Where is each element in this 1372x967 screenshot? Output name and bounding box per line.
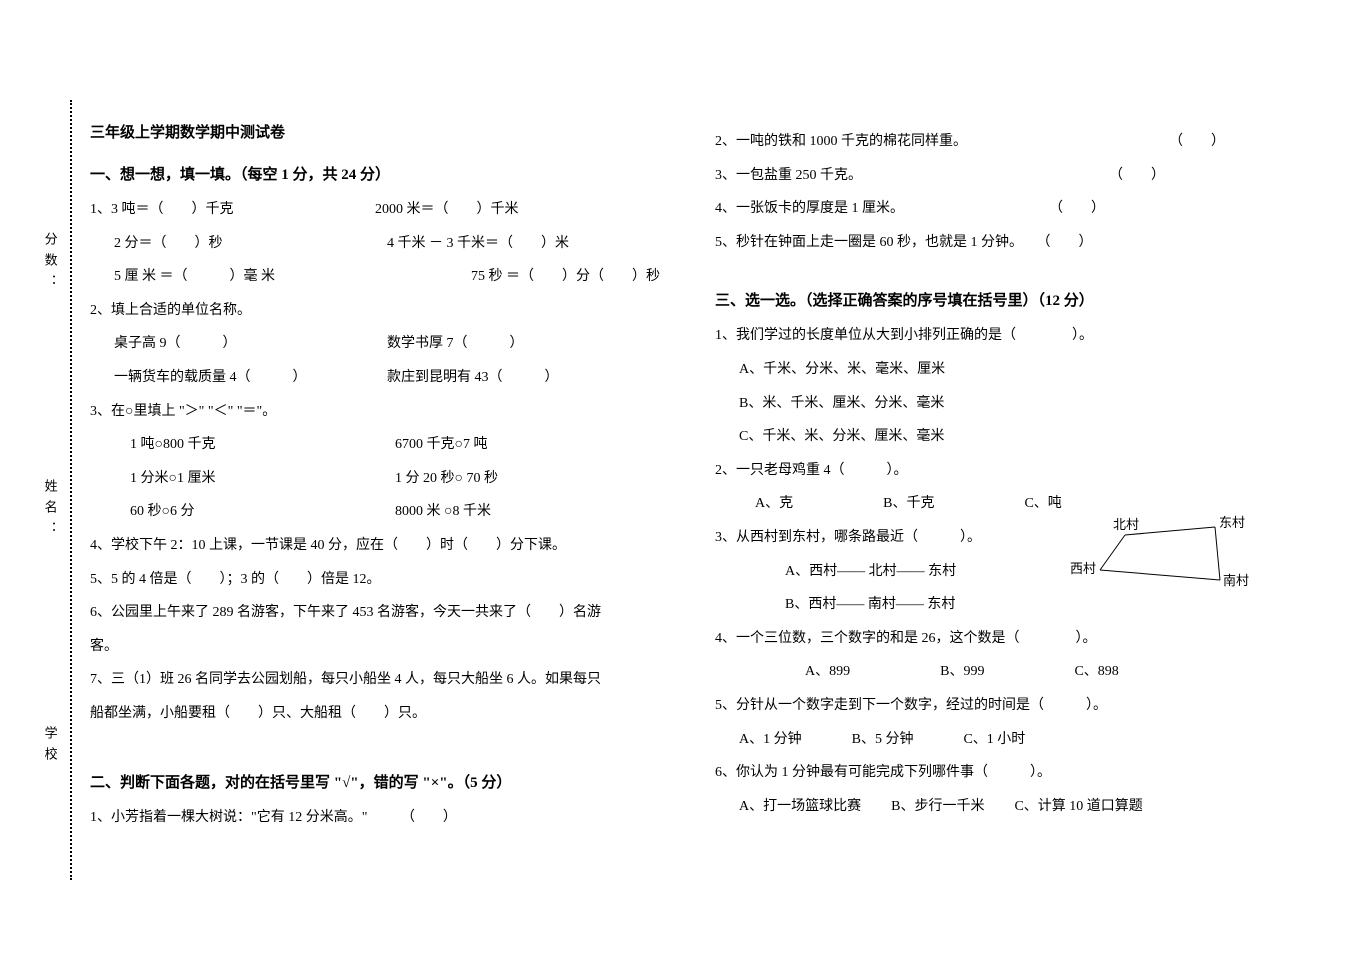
q2d: 款庄到昆明有 43（ ） [387, 361, 660, 395]
name-label: 姓名： [34, 479, 65, 542]
s3q5a: A、1 分钟 [739, 723, 802, 757]
s3q2: 2、一只老母鸡重 4（ ）。 [715, 454, 1245, 488]
s2q5: 5、秒针在钟面上走一圈是 60 秒，也就是 1 分钟。 （ ） [715, 226, 1245, 260]
s3q4c: C、898 [1074, 655, 1118, 689]
s2q2: 2、一吨的铁和 1000 千克的棉花同样重。 （ ） [715, 125, 1245, 159]
s3q4-options: A、899 B、999 C、898 [715, 655, 1245, 689]
q1-row1: 1、3 吨＝（ ）千克 2000 米＝（ ）千米 [90, 193, 660, 227]
map-south: 南村 [1223, 573, 1249, 588]
right-column: 2、一吨的铁和 1000 千克的棉花同样重。 （ ） 3、一包盐重 250 千克… [715, 125, 1245, 823]
school-label: 学校 [34, 726, 65, 768]
section3-heading: 三、选一选。（选择正确答案的序号填在括号里）（12 分） [715, 283, 1245, 319]
q3-row2: 1 分米○1 厘米 1 分 20 秒○ 70 秒 [90, 462, 660, 496]
s2q4-paren: （ ） [1049, 192, 1105, 226]
q1a: 1、3 吨＝（ ）千克 [90, 193, 375, 227]
map-west: 西村 [1070, 561, 1096, 576]
q1-row2: 2 分＝（ ）秒 4 千米 － 3 千米＝（ ）米 [90, 227, 660, 261]
s3q5-options: A、1 分钟 B、5 分钟 C、1 小时 [715, 723, 1245, 757]
q2-row1: 桌子高 9（ ） 数学书厚 7（ ） [90, 327, 660, 361]
s3q4: 4、一个三位数，三个数字的和是 26，这个数是（ ）。 [715, 622, 1245, 656]
q1-row3: 5 厘 米 ＝（ ）毫 米 75 秒 ＝（ ）分（ ）秒 [90, 260, 660, 294]
map-line-w-s [1100, 570, 1220, 580]
s3q3: 3、从西村到东村，哪条路最近（ ）。 [715, 530, 981, 545]
s3q4b: B、999 [940, 655, 984, 689]
q3: 3、在○里填上 "＞" "＜" "＝"。 [90, 395, 660, 429]
map-east: 东村 [1219, 515, 1245, 530]
q2-row2: 一辆货车的载质量 4（ ） 款庄到昆明有 43（ ） [90, 361, 660, 395]
s2q4-text: 4、一张饭卡的厚度是 1 厘米。 [715, 201, 904, 216]
name-text: 姓名： [43, 479, 58, 542]
q3e: 60 秒○6 分 [130, 495, 395, 529]
s2q3-text: 3、一包盐重 250 千克。 [715, 168, 862, 183]
q1c: 2 分＝（ ）秒 [114, 227, 387, 261]
q3b: 6700 千克○7 吨 [395, 428, 660, 462]
s3q1: 1、我们学过的长度单位从大到小排列正确的是（ ）。 [715, 319, 1245, 353]
s3q6: 6、你认为 1 分钟最有可能完成下列哪件事（ ）。 [715, 756, 1245, 790]
q2a: 桌子高 9（ ） [114, 327, 387, 361]
q1e: 5 厘 米 ＝（ ）毫 米 [114, 260, 275, 294]
q2: 2、填上合适的单位名称。 [90, 294, 660, 328]
s3q5: 5、分针从一个数字走到下一个数字，经过的时间是（ ）。 [715, 689, 1245, 723]
q3a: 1 吨○800 千克 [130, 428, 395, 462]
q3-row1: 1 吨○800 千克 6700 千克○7 吨 [90, 428, 660, 462]
s3q6-options: A、打一场篮球比赛 B、步行一千米 C、计算 10 道口算题 [715, 790, 1245, 824]
s2q3: 3、一包盐重 250 千克。 （ ） [715, 159, 1245, 193]
q1b: 2000 米＝（ ）千米 [375, 193, 660, 227]
q2b: 数学书厚 7（ ） [387, 327, 660, 361]
spacer2 [715, 259, 1245, 279]
q6: 6、公园里上午来了 289 名游客，下午来了 453 名游客，今天一共来了（ ）… [90, 596, 660, 630]
q1f: 75 秒 ＝（ ）分（ ）秒 [471, 260, 660, 294]
q6b: 客。 [90, 630, 660, 664]
q1d: 4 千米 － 3 千米＝（ ）米 [387, 227, 660, 261]
s3q5b: B、5 分钟 [852, 723, 914, 757]
q4: 4、学校下午 2：10 上课，一节课是 40 分，应在（ ）时（ ）分下课。 [90, 529, 660, 563]
q3f: 8000 米 ○8 千米 [395, 495, 660, 529]
s3q3-wrap: 3、从西村到东村，哪条路最近（ ）。 北村 东村 西村 南村 [715, 521, 1245, 555]
section1-heading: 一、想一想，填一填。（每空 1 分，共 24 分） [90, 157, 660, 193]
s2q3-paren: （ ） [1109, 159, 1165, 193]
score-label: 分数： [34, 232, 65, 295]
section2-heading: 二、判断下面各题，对的在括号里写 "√"，错的写 "×"。（5 分） [90, 765, 660, 801]
s2q2-paren: （ ） [1169, 125, 1225, 159]
side-labels: 分数： 姓名： 学校 [40, 140, 60, 860]
q3-row3: 60 秒○6 分 8000 米 ○8 千米 [90, 495, 660, 529]
village-map: 北村 东村 西村 南村 [1065, 515, 1255, 605]
q7: 7、三（1）班 26 名同学去公园划船，每只小船坐 4 人，每只大船坐 6 人。… [90, 663, 660, 697]
spacer [90, 731, 660, 761]
s2q4: 4、一张饭卡的厚度是 1 厘米。 （ ） [715, 192, 1245, 226]
s3q2b: B、千克 [883, 487, 934, 521]
s2q5-paren: （ ） [1037, 235, 1093, 250]
s3q1c: C、千米、米、分米、厘米、毫米 [715, 420, 1245, 454]
q5: 5、5 的 4 倍是（ ）；3 的（ ）倍是 12。 [90, 563, 660, 597]
s3q4a: A、899 [805, 655, 850, 689]
s2q1-text: 1、小芳指着一棵大树说："它有 12 分米高。" [90, 810, 367, 825]
map-north: 北村 [1113, 517, 1139, 532]
q3c: 1 分米○1 厘米 [130, 462, 395, 496]
s2q2-text: 2、一吨的铁和 1000 千克的棉花同样重。 [715, 134, 967, 149]
s3q2a: A、克 [755, 487, 793, 521]
s3q5c: C、1 小时 [963, 723, 1025, 757]
s2q1-paren: （ ） [401, 810, 457, 825]
q3d: 1 分 20 秒○ 70 秒 [395, 462, 660, 496]
s3q1a: A、千米、分米、米、毫米、厘米 [715, 353, 1245, 387]
s3q2c: C、吨 [1024, 487, 1061, 521]
s3q1b: B、米、千米、厘米、分米、毫米 [715, 387, 1245, 421]
school-text: 学校 [43, 726, 58, 768]
dotted-fold-line [70, 100, 72, 880]
s2q1: 1、小芳指着一棵大树说："它有 12 分米高。" （ ） [90, 801, 660, 835]
s3q6b: B、步行一千米 [891, 790, 984, 824]
score-text: 分数： [43, 232, 58, 295]
s3q6c: C、计算 10 道口算题 [1014, 790, 1142, 824]
map-line-s-e [1215, 527, 1220, 580]
left-column: 三年级上学期数学期中测试卷 一、想一想，填一填。（每空 1 分，共 24 分） … [90, 115, 660, 834]
map-line-n-w [1100, 535, 1125, 570]
s2q5-text: 5、秒针在钟面上走一圈是 60 秒，也就是 1 分钟。 [715, 235, 1023, 250]
exam-title: 三年级上学期数学期中测试卷 [90, 115, 660, 151]
s3q6a: A、打一场篮球比赛 [739, 790, 861, 824]
q7b: 船都坐满，小船要租（ ）只、大船租（ ）只。 [90, 697, 660, 731]
q2c: 一辆货车的载质量 4（ ） [114, 361, 387, 395]
